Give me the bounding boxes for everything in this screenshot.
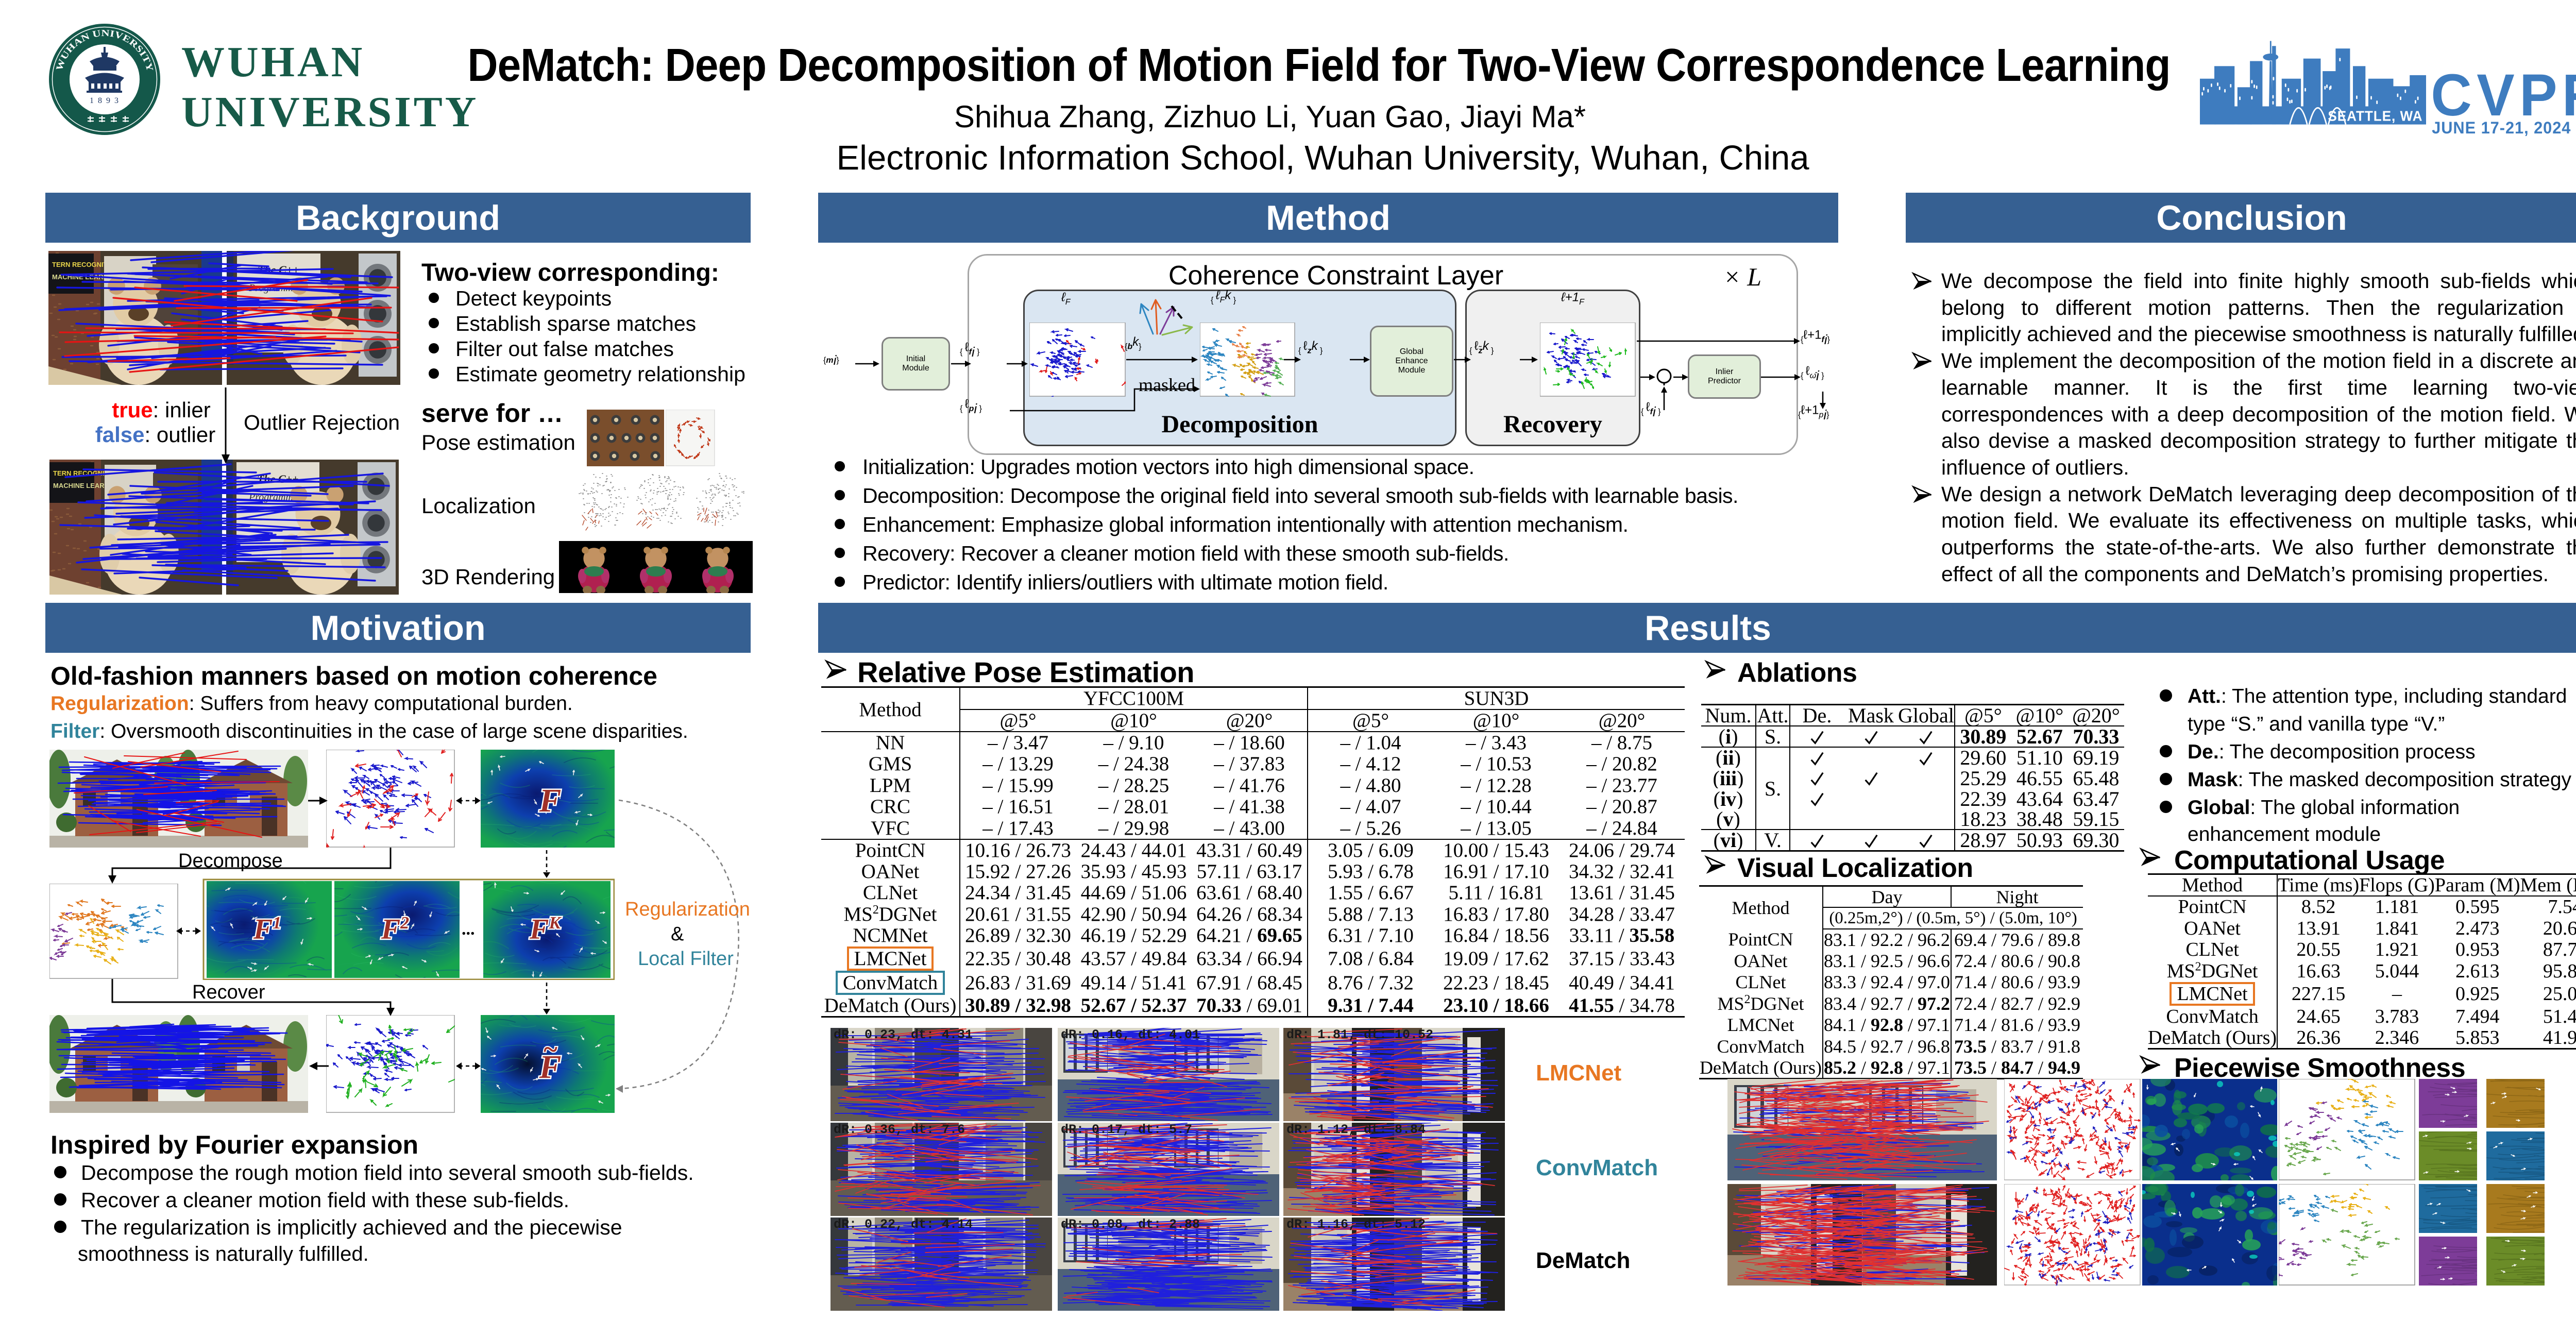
- svg-text:dR: 0.16, dt: 4.01: dR: 0.16, dt: 4.01: [1061, 1028, 1200, 1042]
- svg-text:dR: 0.23, dt: 4.31: dR: 0.23, dt: 4.31: [834, 1028, 973, 1042]
- svg-text:dR: 0.22, dt: 4.14: dR: 0.22, dt: 4.14: [834, 1217, 973, 1232]
- svg-text:SEATTLE, WA: SEATTLE, WA: [2328, 108, 2422, 124]
- svg-text:F: F: [539, 1049, 562, 1085]
- svg-text:dR: 0.17, dt: 5.7: dR: 0.17, dt: 5.7: [1061, 1123, 1192, 1137]
- svg-text:TERN RECOGNIT: TERN RECOGNIT: [52, 261, 108, 268]
- svg-text:JUNE 17-21, 2024: JUNE 17-21, 2024: [2432, 118, 2571, 137]
- svg-text:~: ~: [543, 1036, 557, 1064]
- svg-text:MACHINE LEARNING: MACHINE LEARNING: [53, 482, 121, 489]
- svg-text:F: F: [539, 782, 562, 819]
- svg-text:dR: 0.36, dt: 7.6: dR: 0.36, dt: 7.6: [834, 1123, 965, 1137]
- svg-text:dR: 1.16, dt: 5.12: dR: 1.16, dt: 5.12: [1286, 1217, 1426, 1232]
- svg-text:F2: F2: [381, 914, 409, 945]
- svg-text:CVPR: CVPR: [2431, 62, 2576, 128]
- svg-text:dR: 0.08, dt: 2.88: dR: 0.08, dt: 2.88: [1061, 1217, 1200, 1232]
- svg-text:dR: 1.81, dt: 10.52: dR: 1.81, dt: 10.52: [1286, 1028, 1433, 1042]
- svg-text:dR: 1.12, dt: 8.84: dR: 1.12, dt: 8.84: [1286, 1123, 1426, 1137]
- svg-text:1 8 9 3: 1 8 9 3: [90, 96, 120, 105]
